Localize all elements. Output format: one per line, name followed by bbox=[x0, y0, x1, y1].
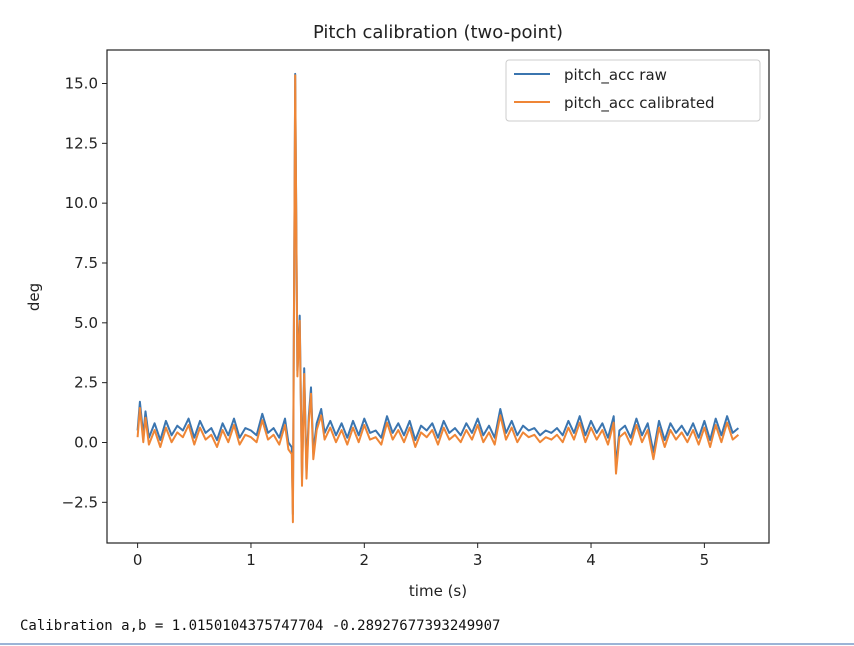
y-axis-label: deg bbox=[25, 283, 43, 311]
cell-output-text: Calibration a,b = 1.0150104375747704 -0.… bbox=[20, 618, 501, 634]
y-tick-label: −2.5 bbox=[62, 493, 98, 511]
plot-area bbox=[136, 72, 740, 524]
y-tick-label: 15.0 bbox=[65, 75, 98, 93]
legend: pitch_acc raw pitch_acc calibrated bbox=[505, 59, 761, 122]
x-tick-label: 2 bbox=[360, 551, 370, 569]
y-tick-label: 0.0 bbox=[74, 433, 98, 451]
x-tick-label: 3 bbox=[473, 551, 483, 569]
x-tick-label: 1 bbox=[246, 551, 256, 569]
y-tick-label: 7.5 bbox=[74, 254, 98, 272]
legend-label-raw: pitch_acc raw bbox=[564, 66, 667, 85]
x-tick-label: 4 bbox=[586, 551, 596, 569]
legend-label-calibrated: pitch_acc calibrated bbox=[564, 94, 715, 113]
x-axis-label: time (s) bbox=[409, 582, 467, 600]
y-tick-label: 12.5 bbox=[65, 134, 98, 152]
chart-title: Pitch calibration (two-point) bbox=[313, 22, 563, 43]
x-tick-label: 5 bbox=[700, 551, 710, 569]
series-line-raw bbox=[136, 72, 740, 516]
y-tick-label: 2.5 bbox=[74, 374, 98, 392]
axes-frame bbox=[106, 49, 770, 544]
axis-ticks: 0 1 2 3 4 5 −2.5 0.0 2.5 5.0 7.5 10.0 12.5 15.0 bbox=[62, 75, 710, 569]
y-tick-label: 5.0 bbox=[74, 314, 98, 332]
x-tick-label: 0 bbox=[133, 551, 143, 569]
series-line-calibrated bbox=[136, 74, 740, 524]
chart: Pitch calibration (two-point) deg time (… bbox=[25, 22, 770, 600]
legend-box bbox=[505, 59, 761, 122]
y-tick-label: 10.0 bbox=[65, 194, 98, 212]
cell-divider bbox=[0, 643, 854, 645]
